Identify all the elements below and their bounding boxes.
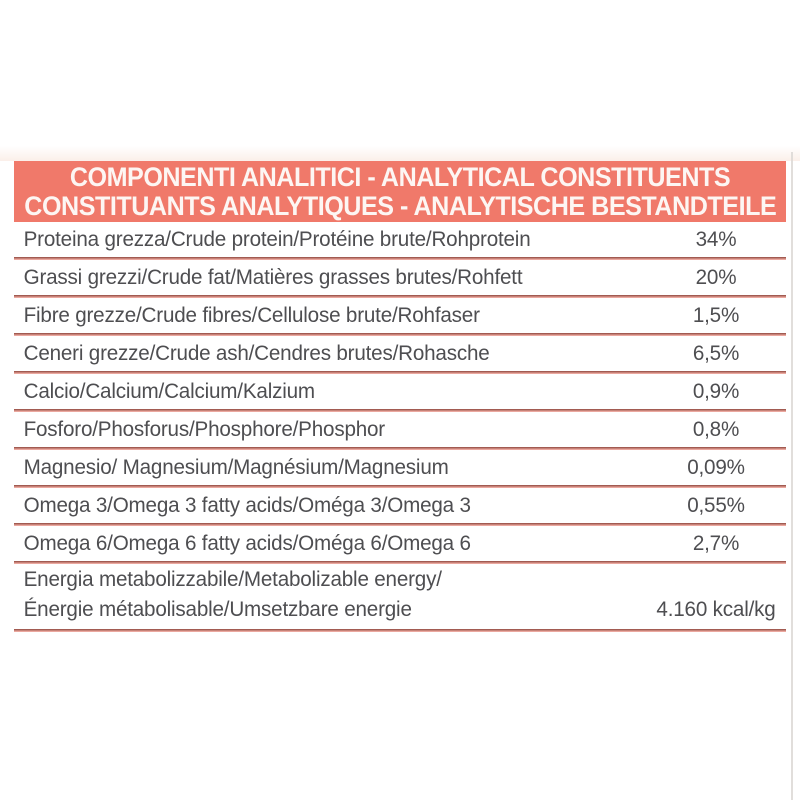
row-divider: [14, 333, 786, 336]
row-label: Omega 3/Omega 3 fatty acids/Oméga 3/Omeg…: [23, 493, 471, 517]
row-divider: [14, 409, 786, 412]
row-divider: [14, 371, 786, 374]
scan-smudge: [0, 146, 800, 161]
table-row: Fosforo/Phosforus/Phosphore/Phosphor 0,8%: [14, 412, 786, 447]
row-value: 6,5%: [692, 341, 740, 365]
row-label: Proteina grezza/Crude protein/Protéine b…: [23, 227, 531, 251]
row-value: 0,9%: [692, 379, 740, 403]
table-row: Calcio/Calcium/Calcium/Kalzium 0,9%: [14, 374, 786, 409]
row-divider: [14, 447, 786, 450]
table-rows: Proteina grezza/Crude protein/Protéine b…: [14, 222, 786, 632]
row-value: 20%: [695, 265, 737, 289]
row-value: 0,8%: [692, 417, 740, 441]
row-value: 2,7%: [692, 531, 740, 555]
row-divider: [14, 257, 786, 260]
row-label: Calcio/Calcium/Calcium/Kalzium: [23, 379, 316, 403]
analytical-constituents-table: COMPONENTI ANALITICI - ANALYTICAL CONSTI…: [14, 161, 786, 632]
row-value: 0,55%: [687, 493, 745, 517]
row-divider: [14, 561, 786, 564]
row-label: Magnesio/ Magnesium/Magnésium/Magnesium: [23, 455, 449, 479]
table-row: Omega 6/Omega 6 fatty acids/Oméga 6/Omeg…: [14, 526, 786, 561]
row-divider: [14, 523, 786, 526]
row-divider: [14, 295, 786, 298]
row-label: Grassi grezzi/Crude fat/Matières grasses…: [23, 265, 523, 289]
table-row: Ceneri grezze/Crude ash/Cendres brutes/R…: [14, 336, 786, 371]
page-edge-line: [791, 152, 793, 800]
row-label: Ceneri grezze/Crude ash/Cendres brutes/R…: [23, 341, 490, 365]
table-row: Grassi grezzi/Crude fat/Matières grasses…: [14, 260, 786, 295]
table-row: Fibre grezze/Crude fibres/Cellulose brut…: [14, 298, 786, 333]
table-row: Magnesio/ Magnesium/Magnésium/Magnesium 0…: [14, 450, 786, 485]
table-header: COMPONENTI ANALITICI - ANALYTICAL CONSTI…: [14, 161, 786, 222]
row-label: Fosforo/Phosforus/Phosphore/Phosphor: [23, 417, 386, 441]
table-row: Proteina grezza/Crude protein/Protéine b…: [14, 222, 786, 257]
row-label: Fibre grezze/Crude fibres/Cellulose brut…: [23, 303, 480, 327]
table-header-line1: COMPONENTI ANALITICI - ANALYTICAL CONSTI…: [69, 161, 731, 192]
row-value: 0,09%: [687, 455, 745, 479]
row-divider: [14, 629, 786, 632]
row-label: Energia metabolizzabile/Metabolizable en…: [23, 567, 442, 621]
table-row: Omega 3/Omega 3 fatty acids/Oméga 3/Omeg…: [14, 488, 786, 523]
table-row: Energia metabolizzabile/Metabolizable en…: [14, 564, 786, 629]
row-value: 34%: [695, 227, 737, 251]
row-value: 4.160 kcal/kg: [656, 597, 776, 621]
table-header-line2: CONSTITUANTS ANALYTIQUES - ANALYTISCHE B…: [24, 190, 776, 221]
row-value: 1,5%: [692, 303, 740, 327]
row-label: Omega 6/Omega 6 fatty acids/Oméga 6/Omeg…: [23, 531, 471, 555]
row-divider: [14, 485, 786, 488]
